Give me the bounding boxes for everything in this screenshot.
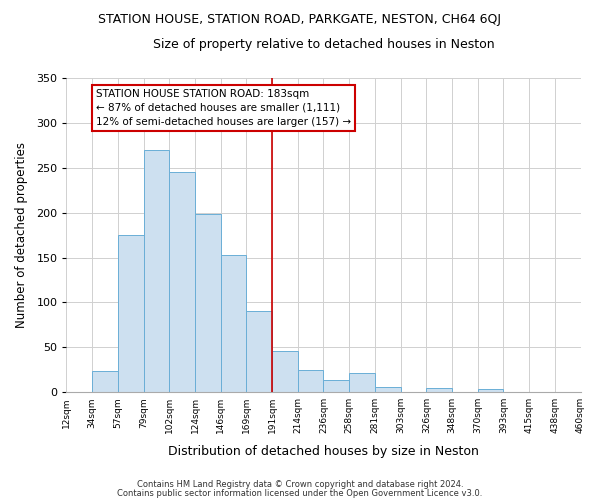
Text: Contains HM Land Registry data © Crown copyright and database right 2024.: Contains HM Land Registry data © Crown c… (137, 480, 463, 489)
Bar (272, 351, 298, 392)
Bar (247, 312, 272, 392)
Bar (195, 214, 221, 392)
Bar (349, 374, 375, 392)
Bar (221, 255, 247, 392)
Bar (92, 370, 118, 392)
Bar (478, 388, 503, 392)
Bar (118, 235, 143, 392)
Text: STATION HOUSE, STATION ROAD, PARKGATE, NESTON, CH64 6QJ: STATION HOUSE, STATION ROAD, PARKGATE, N… (98, 12, 502, 26)
Text: Contains public sector information licensed under the Open Government Licence v3: Contains public sector information licen… (118, 488, 482, 498)
Y-axis label: Number of detached properties: Number of detached properties (15, 142, 28, 328)
X-axis label: Distribution of detached houses by size in Neston: Distribution of detached houses by size … (168, 444, 479, 458)
Bar (169, 172, 195, 392)
Bar (375, 387, 401, 392)
Bar (298, 370, 323, 392)
Bar (323, 380, 349, 392)
Text: STATION HOUSE STATION ROAD: 183sqm
← 87% of detached houses are smaller (1,111)
: STATION HOUSE STATION ROAD: 183sqm ← 87%… (96, 89, 351, 127)
Title: Size of property relative to detached houses in Neston: Size of property relative to detached ho… (152, 38, 494, 51)
Bar (426, 388, 452, 392)
Bar (143, 150, 169, 392)
